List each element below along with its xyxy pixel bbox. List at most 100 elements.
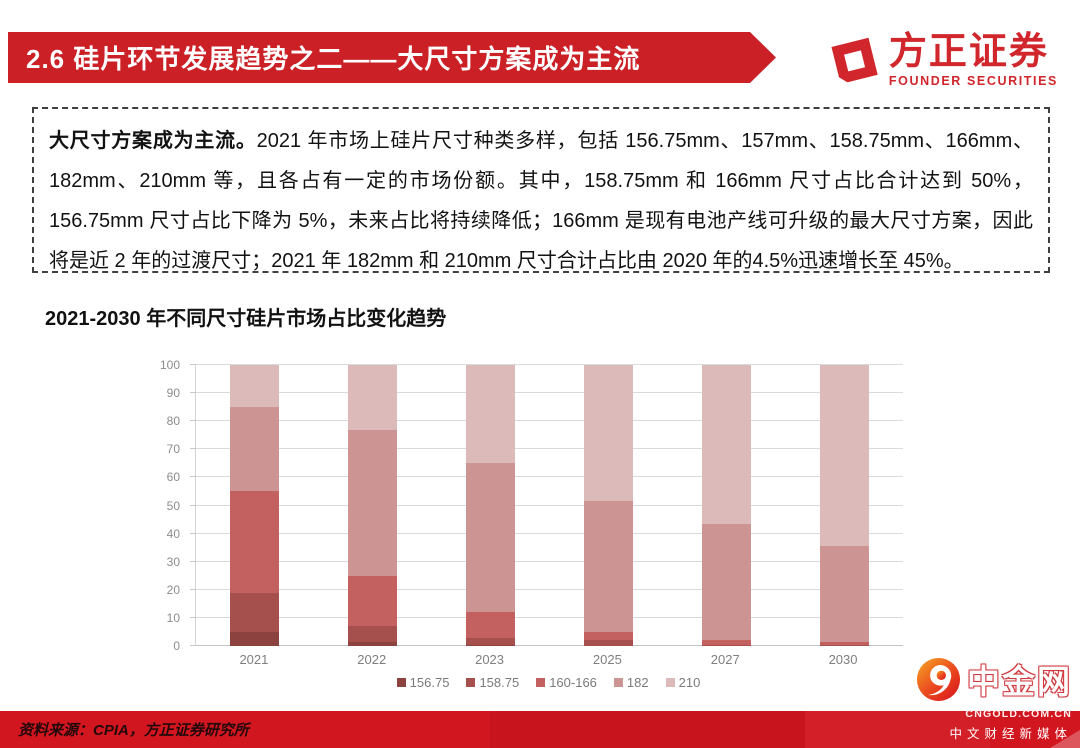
gridline-100 — [190, 364, 903, 365]
legend-label-210: 210 — [678, 675, 701, 690]
cngold-swirl-icon — [916, 657, 961, 707]
founder-securities-logo: 方正证券 FOUNDER SECURITIES — [829, 30, 1058, 95]
bar-segment-2021-160-166 — [230, 491, 280, 593]
chart-title: 2021-2030 年不同尺寸硅片市场占比变化趋势 — [45, 308, 447, 330]
legend-label-182: 182 — [626, 675, 649, 690]
legend-item-182: 182 — [613, 675, 649, 690]
bar-2021 — [230, 365, 280, 646]
bar-segment-2030-158.75 — [819, 644, 869, 646]
legend-label-158.75: 158.75 — [479, 675, 520, 690]
chart-legend: 156.75 158.75 160-166 182 210 — [195, 675, 902, 690]
y-tick-label-0: 0 — [173, 639, 180, 653]
brand-name-en: FOUNDER SECURITIES — [888, 74, 1058, 88]
brand-name-cn: 方正证券 — [888, 31, 1049, 73]
bar-segment-2023-210 — [466, 365, 516, 464]
x-tick-label-2022: 2022 — [357, 652, 387, 667]
bar-segment-2021-158.75 — [230, 592, 280, 632]
legend-label-156.75: 156.75 — [409, 675, 450, 690]
legend-swatch-182 — [613, 678, 623, 687]
summary-box: 大尺寸方案成为主流。2021 年市场上硅片尺寸种类多样，包括 156.75mm、… — [32, 107, 1050, 273]
gridline-90 — [190, 392, 903, 394]
legend-swatch-158.75 — [466, 678, 476, 687]
legend-item-158.75: 158.75 — [466, 675, 519, 690]
x-tick-label-2025: 2025 — [592, 652, 622, 667]
bar-segment-2022-160-166 — [348, 575, 398, 627]
bar-segment-2027-182 — [701, 523, 751, 641]
gridline-0 — [190, 645, 903, 646]
y-axis-labels: 0 10 20 30 40 50 60 70 80 90 100 — [140, 358, 186, 653]
summary-lead: 大尺寸方案成为主流。 — [49, 130, 257, 152]
bar-segment-2021-156.75 — [230, 631, 280, 646]
section-banner: 2.6 硅片环节发展趋势之二——大尺寸方案成为主流 — [8, 32, 776, 83]
footer-bar-shade — [805, 711, 990, 748]
y-tick-label-40: 40 — [166, 526, 180, 541]
bar-segment-2022-156.75 — [348, 641, 398, 646]
legend-swatch-160-166 — [536, 678, 546, 687]
bar-2022 — [348, 365, 398, 646]
legend-label-160-166: 160-166 — [549, 675, 597, 690]
legend-item-160-166: 160-166 — [536, 675, 597, 690]
y-tick-label-10: 10 — [166, 610, 180, 625]
y-tick-label-20: 20 — [166, 582, 180, 597]
bar-2030 — [819, 365, 869, 646]
x-tick-label-2030: 2030 — [828, 652, 858, 667]
x-tick-label-2021: 2021 — [239, 652, 269, 667]
founder-square-icon — [829, 30, 881, 95]
bar-segment-2030-182 — [819, 546, 869, 642]
footer-bar-shade — [490, 711, 805, 748]
legend-swatch-210 — [665, 678, 675, 687]
bar-segment-2027-158.75 — [701, 644, 751, 646]
bar-segment-2021-210 — [230, 365, 280, 408]
bar-segment-2025-160-166 — [583, 631, 633, 641]
section-title: 2.6 硅片环节发展趋势之二——大尺寸方案成为主流 — [26, 44, 641, 74]
x-tick-label-2023: 2023 — [475, 652, 505, 667]
bar-segment-2025-210 — [583, 365, 633, 502]
cngold-domain: CNGOLD.COM.CN — [965, 708, 1072, 720]
bar-2027 — [701, 365, 751, 646]
bar-segment-2022-182 — [348, 429, 398, 576]
data-source-note: 资料来源：CPIA，方正证券研究所 — [18, 722, 249, 739]
bar-segment-2023-182 — [466, 463, 516, 613]
legend-swatch-156.75 — [396, 678, 406, 687]
cngold-watermark: 中金网 CNGOLD.COM.CN 中文财经新媒体 — [904, 657, 1072, 742]
bar-segment-2025-182 — [583, 501, 633, 632]
chart-plot — [190, 364, 903, 646]
y-tick-label-70: 70 — [166, 442, 180, 457]
gridline-70 — [190, 448, 903, 450]
y-tick-label-100: 100 — [159, 358, 180, 372]
bar-segment-2027-160-166 — [701, 640, 751, 645]
y-tick-label-60: 60 — [166, 470, 180, 485]
y-tick-label-30: 30 — [166, 554, 180, 569]
footer-bar: 资料来源：CPIA，方正证券研究所 — [0, 711, 1080, 748]
bar-2023 — [466, 365, 516, 646]
bar-segment-2022-158.75 — [348, 626, 398, 642]
bar-segment-2027-210 — [701, 365, 751, 524]
bar-segment-2023-158.75 — [466, 637, 516, 645]
gridline-20 — [190, 588, 903, 590]
bar-segment-2022-210 — [348, 365, 398, 430]
summary-body: 2021 年市场上硅片尺寸种类多样，包括 156.75mm、157mm、158.… — [49, 130, 1033, 272]
gridline-80 — [190, 420, 903, 422]
legend-item-210: 210 — [665, 675, 701, 690]
bar-segment-2030-160-166 — [819, 641, 869, 645]
bar-segment-2030-210 — [819, 365, 869, 547]
bar-2025 — [583, 365, 633, 646]
y-tick-label-90: 90 — [166, 386, 180, 401]
bar-segment-2023-156.75 — [466, 644, 516, 646]
cngold-tagline: 中文财经新媒体 — [949, 727, 1072, 741]
x-tick-label-2027: 2027 — [710, 652, 740, 667]
gridline-30 — [190, 560, 903, 562]
x-axis-labels: 2021 2022 2023 2025 2027 2030 — [195, 652, 902, 667]
y-tick-label-80: 80 — [166, 414, 180, 429]
gridline-50 — [190, 504, 903, 506]
gridline-60 — [190, 476, 903, 478]
legend-item-156.75: 156.75 — [396, 675, 450, 690]
gridline-10 — [190, 616, 903, 618]
y-tick-label-50: 50 — [166, 498, 180, 513]
bar-segment-2021-182 — [230, 407, 280, 492]
cngold-title: 中金网 — [967, 663, 1072, 700]
bars-row — [196, 365, 903, 646]
gridline-40 — [190, 532, 903, 534]
bar-segment-2023-160-166 — [466, 612, 516, 638]
